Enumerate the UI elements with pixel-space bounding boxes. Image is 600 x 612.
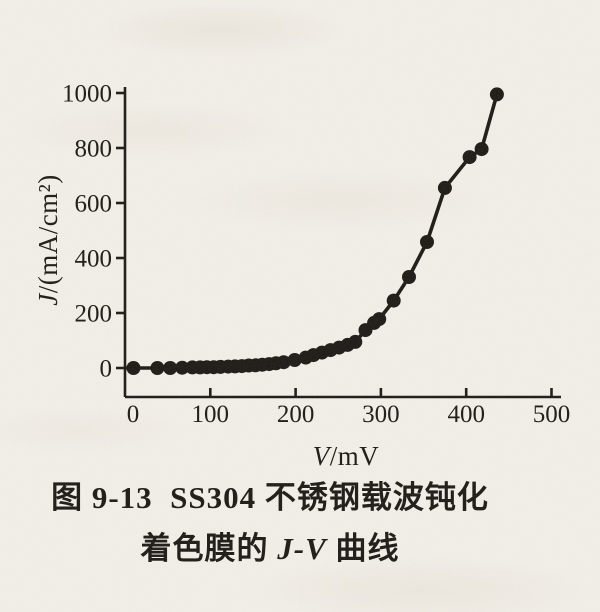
- data-point: [348, 334, 363, 349]
- x-tick-label: 300: [362, 401, 400, 428]
- figure-caption: 图 9-13 SS304 不锈钢载波钝化 着色膜的 J-V 曲线: [0, 482, 540, 564]
- caption-line-2-suffix: 曲线: [326, 531, 400, 566]
- curve-line: [124, 92, 499, 370]
- y-tick-label: 400: [75, 246, 113, 273]
- data-point: [150, 361, 165, 375]
- y-tick-label: 800: [75, 136, 113, 163]
- y-tick-label: 0: [100, 356, 113, 383]
- x-tick-label: 100: [192, 401, 230, 428]
- data-point: [163, 361, 178, 375]
- data-point: [474, 142, 489, 157]
- x-axis-label: V/mV: [313, 441, 380, 471]
- caption-line-1: 图 9-13 SS304 不锈钢载波钝化: [51, 480, 489, 515]
- x-tick-label: 500: [533, 401, 571, 428]
- data-point: [402, 270, 416, 284]
- data-point: [420, 235, 434, 249]
- caption-line-2-prefix: 着色膜的: [140, 531, 278, 566]
- data-point: [489, 87, 504, 102]
- caption-line-2-variables: J-V: [277, 531, 327, 566]
- data-point: [462, 150, 477, 165]
- data-point: [126, 361, 141, 375]
- data-point: [386, 293, 401, 308]
- x-tick-label: 400: [447, 401, 485, 428]
- y-axis-label: J/(mA/cm²): [33, 174, 63, 306]
- data-point: [437, 180, 452, 195]
- y-tick-label: 600: [75, 191, 113, 218]
- caption-line-2: 着色膜的 J-V 曲线: [0, 533, 540, 564]
- x-tick-label: 200: [277, 401, 315, 428]
- x-tick-label: 0: [127, 401, 140, 428]
- jv-chart: 0 200 400 600 800 1000 0 100 200 300 400 500 V/mV J/(…: [33, 81, 571, 472]
- y-tick-label: 1000: [62, 81, 112, 108]
- data-point: [372, 312, 387, 327]
- y-tick-label: 200: [75, 301, 113, 328]
